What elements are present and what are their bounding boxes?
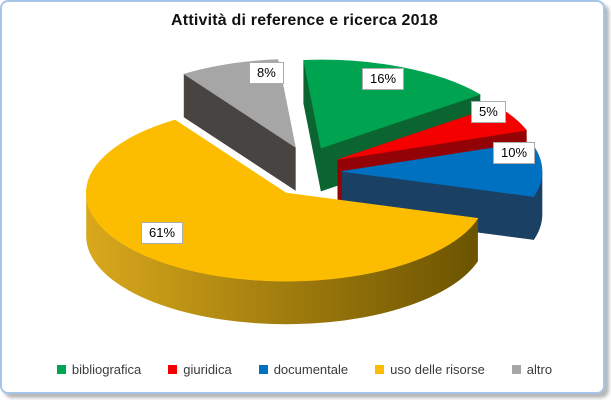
legend-swatch-giuridica — [168, 365, 178, 374]
legend-label-altro: altro — [526, 362, 553, 377]
legend-label-uso-delle-risorse: uso delle risorse — [390, 362, 485, 377]
legend-swatch-altro — [511, 365, 521, 374]
legend-swatch-documentale — [258, 365, 268, 374]
legend-item-altro[interactable]: altro — [511, 362, 553, 377]
legend-item-giuridica[interactable]: giuridica — [168, 362, 232, 377]
chart-title: Attività di reference e ricerca 2018 — [171, 12, 438, 29]
pie-slice-uso-delle-risorse-rim — [86, 193, 478, 325]
legend-item-uso-delle-risorse[interactable]: uso delle risorse — [375, 362, 485, 377]
data-label-documentale: 10% — [493, 142, 536, 164]
data-label-altro: 8% — [249, 62, 284, 84]
legend-label-giuridica: giuridica — [183, 362, 232, 377]
legend-swatch-uso-delle-risorse — [375, 365, 385, 374]
legend-label-bibliografica: bibliografica — [71, 362, 142, 377]
legend-swatch-bibliografica — [56, 365, 66, 374]
data-label-giuridica: 5% — [471, 101, 506, 123]
chart-frame: Attività di reference e ricerca 2018 16%… — [0, 0, 605, 394]
pie-slice-uso-delle-risorse[interactable] — [85, 119, 479, 282]
pie-slice-bibliografica[interactable] — [303, 59, 481, 149]
legend: bibliografica giuridica documentale uso … — [2, 362, 607, 377]
legend-item-bibliografica[interactable]: bibliografica — [56, 362, 142, 377]
data-label-bibliografica: 16% — [362, 68, 405, 90]
data-label-uso-delle-risorse: 61% — [141, 222, 184, 244]
legend-item-documentale[interactable]: documentale — [258, 362, 349, 377]
legend-label-documentale: documentale — [273, 362, 349, 377]
